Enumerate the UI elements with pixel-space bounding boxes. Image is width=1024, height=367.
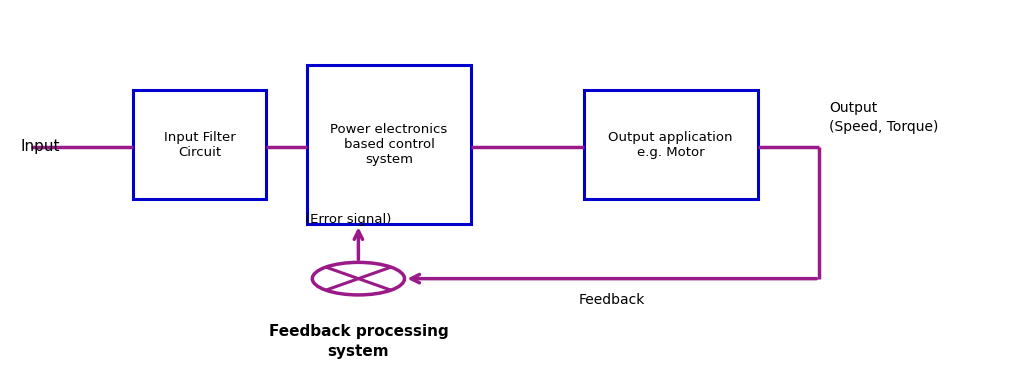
FancyBboxPatch shape (307, 65, 471, 224)
Text: (Error signal): (Error signal) (305, 213, 391, 226)
Text: Power electronics
based control
system: Power electronics based control system (331, 123, 447, 166)
Text: Output application
e.g. Motor: Output application e.g. Motor (608, 131, 733, 159)
Text: Input Filter
Circuit: Input Filter Circuit (164, 131, 236, 159)
Text: Feedback: Feedback (579, 293, 645, 307)
Text: Output
(Speed, Torque): Output (Speed, Torque) (829, 101, 939, 134)
Text: Input: Input (20, 139, 60, 154)
FancyBboxPatch shape (584, 91, 758, 199)
Text: Feedback processing
system: Feedback processing system (268, 324, 449, 359)
FancyBboxPatch shape (133, 91, 266, 199)
